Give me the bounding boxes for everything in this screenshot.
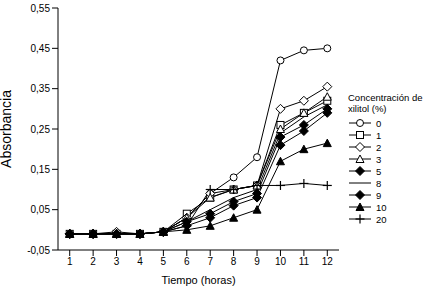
html-text:3: 3	[376, 153, 382, 165]
html-text:0: 0	[376, 117, 382, 129]
svg-text:-0,05: -0,05	[27, 245, 50, 256]
html-text:9: 9	[376, 189, 382, 201]
html-text:5: 5	[376, 165, 382, 177]
svg-text:10: 10	[275, 256, 287, 267]
html-text:8: 8	[376, 177, 382, 189]
html-text:10: 10	[376, 201, 387, 213]
svg-text:5: 5	[161, 256, 167, 267]
svg-text:12: 12	[322, 256, 334, 267]
svg-text:1: 1	[67, 256, 73, 267]
svg-text:0,05: 0,05	[31, 204, 51, 215]
html-text:20: 20	[376, 213, 387, 225]
svg-text:11: 11	[299, 256, 310, 267]
svg-text:0,25: 0,25	[31, 124, 51, 135]
svg-text:3: 3	[114, 256, 120, 267]
svg-text:0,55: 0,55	[31, 3, 51, 14]
html-text:Concentración de xilitol (%): Concentración de xilitol (%)	[348, 92, 423, 114]
svg-text:Absorbancia: Absorbancia	[8, 90, 14, 168]
svg-text:0,45: 0,45	[31, 43, 51, 54]
svg-text:0,15: 0,15	[31, 164, 51, 175]
html-text:2: 2	[376, 141, 382, 153]
svg-text:2: 2	[90, 256, 96, 267]
svg-text:7: 7	[207, 256, 213, 267]
html-text:1: 1	[376, 129, 382, 141]
svg-text:Tiempo (horas): Tiempo (horas)	[161, 274, 235, 286]
svg-text:4: 4	[137, 256, 143, 267]
svg-text:0,35: 0,35	[31, 83, 51, 94]
svg-text:9: 9	[254, 256, 260, 267]
svg-text:8: 8	[231, 256, 237, 267]
svg-text:6: 6	[184, 256, 190, 267]
